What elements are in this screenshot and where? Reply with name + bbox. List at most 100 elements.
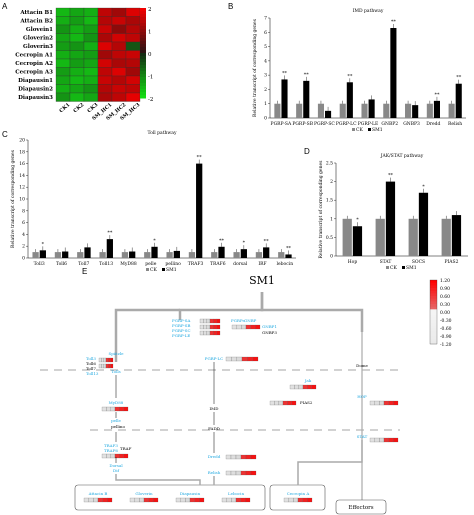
bar-ck [408, 218, 418, 256]
scale-segment [140, 77, 146, 81]
significance-mark: ** [391, 19, 397, 25]
relish-heat-strip [235, 470, 242, 476]
heatmap-row-label: Gloverin3 [23, 44, 53, 50]
x-tick-label: GNBP3 [403, 121, 420, 127]
imd-bar-chart: IMD pathway 0 1 2 3 4 5 6 7 Relative transcript o… [252, 8, 466, 133]
pgrp-heat-strip [209, 330, 214, 336]
bar-sm1 [346, 82, 353, 118]
scale-segment [430, 296, 437, 300]
pelle-label: pelle [111, 418, 121, 423]
relish-heat-strip [240, 470, 247, 476]
heatmap-cell [83, 16, 99, 26]
pellino-label: pellino [111, 424, 125, 429]
heatmap-cell [83, 92, 99, 102]
y-tick-label: 3 [264, 73, 267, 79]
bar-ck [77, 252, 84, 258]
y-tick-label: 0 [264, 116, 267, 122]
bar-ck [448, 103, 455, 118]
amp-heat-strip [221, 497, 227, 503]
y-tick-label: 10 [19, 197, 25, 203]
x-tick-label: Toll7 [78, 261, 89, 267]
heatmap-cell [69, 16, 85, 26]
dredd-label: Dredd [208, 454, 221, 459]
heatmap-cell [97, 33, 113, 43]
scale-segment [140, 14, 146, 18]
pgrp-heat-strip [203, 318, 207, 324]
x-tick-label: SOCS [412, 259, 425, 265]
bar-ck [375, 218, 385, 256]
amp-label: Diapausin [180, 491, 201, 496]
x-tick-label: pellino [165, 261, 181, 267]
scale-segment [430, 280, 437, 284]
y-tick-label: 2 [330, 179, 333, 185]
y-axis-label: Relative transcript of corresponding gen… [10, 149, 16, 248]
gnbp-heat-strip [250, 324, 256, 330]
scale-tick: 0 [148, 52, 152, 58]
pgrp-heat-strip [206, 324, 211, 330]
dredd-heat-strip [235, 454, 242, 460]
significance-mark: ** [456, 75, 462, 81]
amp-heat-strip [129, 497, 135, 503]
scale-segment [140, 8, 146, 12]
heatmap-cell [69, 24, 85, 34]
heatmap-cell [125, 33, 141, 43]
toll-heat-strip [108, 363, 111, 369]
scale-segment [140, 11, 146, 15]
gnbp-heat-strip [255, 324, 261, 330]
legend-swatch-ck [386, 266, 389, 269]
heatmap-cell [55, 16, 71, 26]
scale-segment [140, 80, 146, 84]
bar-ck [255, 252, 263, 258]
scale-segment [140, 17, 146, 21]
heatmap-cell [83, 33, 99, 43]
amp-heat-strip [240, 497, 246, 503]
heatmap-row-label: Gloverin2 [23, 36, 53, 42]
heatmap-cell [69, 41, 85, 51]
y-tick-label: 1 [264, 101, 267, 107]
heatmap-cell [111, 75, 127, 85]
amp-box [74, 484, 266, 511]
bar-ck [383, 103, 390, 118]
bar-ck [317, 103, 325, 118]
pgrp-group-item: PGRP-LE [172, 333, 190, 338]
gnbp1-label: GNBP1 [262, 324, 277, 329]
imd-label: IMD [210, 406, 219, 411]
jak-heat-strip [302, 384, 308, 390]
scale-segment [430, 304, 437, 308]
cecropin-heat-strip [283, 497, 289, 503]
pgrp-heat-strip [203, 330, 207, 336]
pias2-heat-strip [269, 400, 275, 406]
pgrp-group-item: PGRP-SA [172, 318, 190, 323]
significance-mark: ** [286, 245, 292, 251]
jak-heat-strip [307, 384, 312, 390]
scale-segment [140, 50, 146, 54]
bar-ck [211, 252, 218, 258]
traf-heat-strip [119, 453, 124, 459]
pgrp-lc-heat-strip [247, 356, 253, 362]
scale-segment [430, 306, 437, 310]
heatmap-cell [83, 84, 99, 94]
scale-segment [430, 301, 437, 305]
bar-ck [361, 103, 368, 118]
heatmap-cell [125, 84, 141, 94]
sm1-arrow [114, 308, 180, 362]
bar-sm1 [385, 181, 396, 256]
amp-heat-strip [102, 497, 108, 503]
amp-heat-strip [245, 497, 251, 503]
pgrp-lc-label: PGRP-LC [205, 356, 223, 361]
y-tick-label: 12 [19, 185, 25, 191]
bar-sm1 [303, 80, 310, 118]
panel-a: A Attacin B1 Attacin B2 Glovein1 Gloverin2 G… [0, 0, 160, 125]
heatmap-cell [55, 67, 71, 77]
bar-sm1 [151, 246, 158, 258]
pgrp-lc-heat-strip [231, 356, 237, 362]
bar-ck [166, 252, 173, 258]
panel-letter: E [82, 267, 88, 276]
scale-segment [140, 53, 146, 57]
bar-sm1 [218, 246, 225, 258]
x-tick-label: PGRP-SA [271, 121, 292, 127]
x-tick-label: Hop [348, 259, 358, 265]
bar-sm1 [451, 215, 462, 256]
toll-heat-strip [110, 357, 114, 363]
